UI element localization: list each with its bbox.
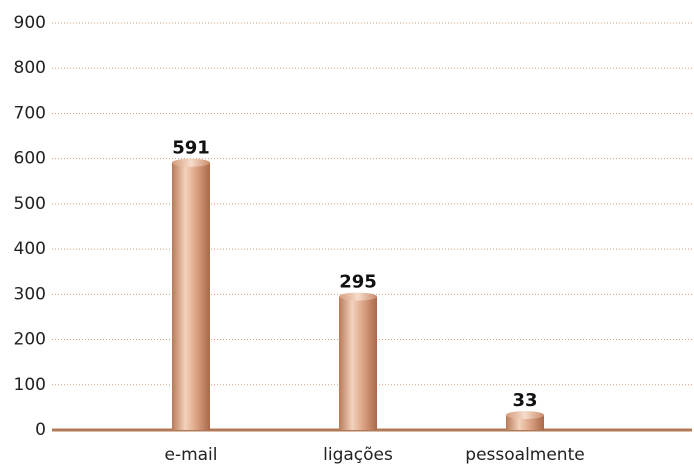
x-tick-label: ligações: [323, 445, 393, 465]
y-tick-label: 0: [35, 420, 46, 440]
y-tick-label: 100: [14, 375, 46, 395]
y-tick-label: 800: [14, 58, 46, 78]
data-label: 591: [172, 138, 210, 159]
bar-cap: [339, 292, 377, 301]
y-tick-label: 900: [14, 13, 46, 33]
bar-cap: [506, 411, 544, 420]
bar-body: [172, 162, 210, 430]
bar: [339, 292, 377, 430]
bar: [506, 411, 544, 430]
x-tick-label: e-mail: [164, 445, 217, 465]
y-tick-label: 700: [14, 103, 46, 123]
data-label: 33: [512, 390, 537, 411]
data-label: 295: [339, 272, 377, 293]
bar: [172, 158, 210, 430]
y-tick-label: 500: [14, 194, 46, 214]
bar-cap: [172, 158, 210, 167]
y-tick-label: 200: [14, 330, 46, 350]
y-tick-label: 600: [14, 149, 46, 169]
y-tick-label: 300: [14, 284, 46, 304]
bar-body: [339, 296, 377, 430]
x-tick-label: pessoalmente: [465, 445, 584, 465]
y-tick-label: 400: [14, 239, 46, 259]
bar-body: [506, 415, 544, 430]
